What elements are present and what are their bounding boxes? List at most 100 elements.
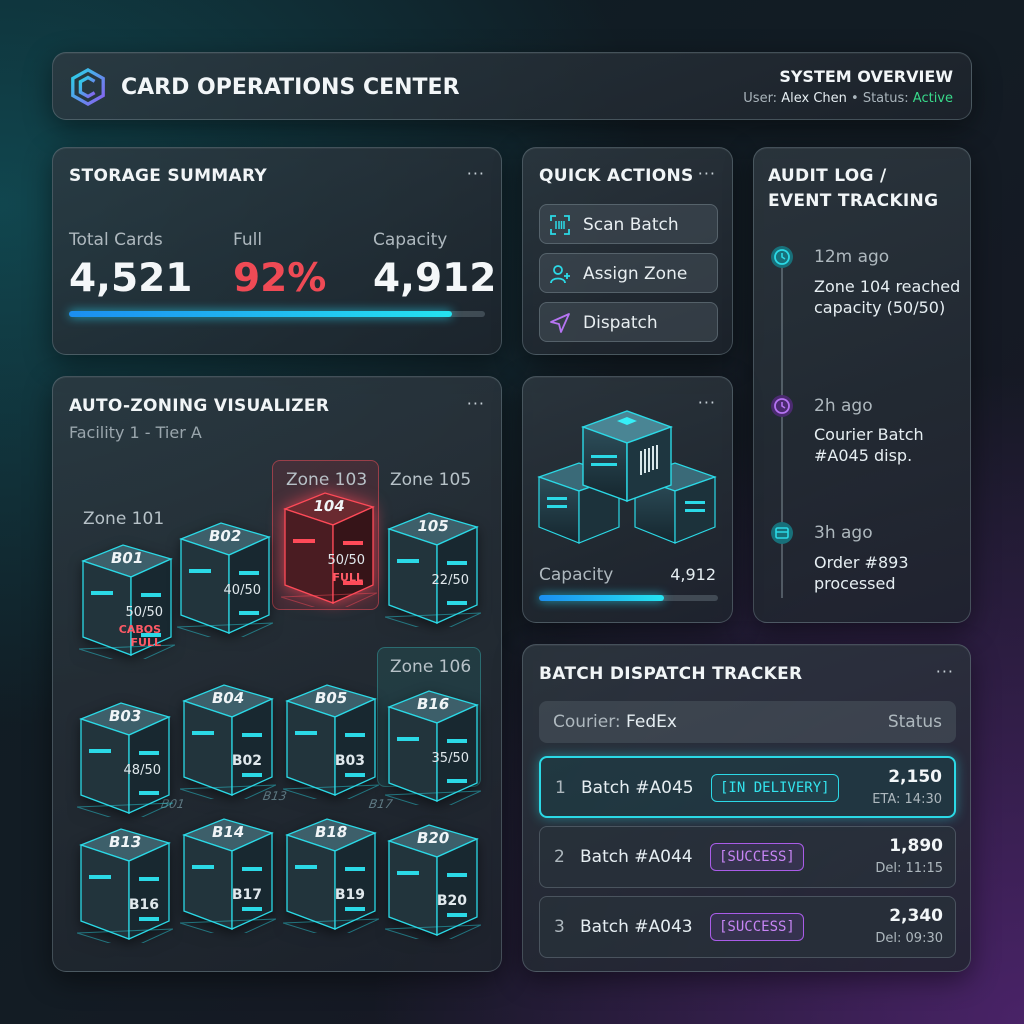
barcode-scan-icon	[550, 215, 570, 235]
capacity-value: 4,912	[373, 256, 497, 301]
event-text: Zone 104 reached capacity (50/50)	[814, 277, 961, 317]
box-code-label: B14	[210, 823, 246, 841]
app-title: CARD OPERATIONS CENTER	[121, 75, 460, 100]
table-row[interactable]: 3 Batch #A043 [SUCCESS] 2,340 Del: 09:30	[539, 896, 956, 958]
event-time: 12m ago	[814, 247, 890, 267]
box-icon	[771, 522, 793, 544]
time-info: Del: 11:15	[875, 861, 943, 876]
card-count: 2,150	[888, 767, 942, 787]
box-sub-label: B02	[231, 753, 262, 769]
box-state-label: FULL	[332, 571, 363, 584]
row-index: 1	[555, 778, 566, 798]
audit-log-title: AUDIT LOG / EVENT TRACKING	[768, 164, 938, 214]
cube-capacity-track	[539, 595, 718, 601]
cube-card-menu-button[interactable]: ···	[697, 393, 716, 412]
box-code-label: B16	[415, 695, 451, 713]
courier-value: FedEx	[626, 712, 677, 732]
storage-summary-panel: STORAGE SUMMARY ··· Total Cards 4,521 Fu…	[52, 147, 502, 355]
box-code-label: B01	[109, 549, 145, 567]
total-cards-label: Total Cards	[69, 230, 163, 250]
time-info: ETA: 14:30	[872, 792, 942, 807]
dispatch-button[interactable]: Dispatch	[539, 302, 718, 342]
status-label: Status:	[862, 91, 909, 106]
user-label: User:	[743, 91, 778, 106]
scan-batch-button[interactable]: Scan Batch	[539, 204, 718, 244]
storage-box[interactable]: B05 B03	[283, 677, 379, 799]
zone-103-label: Zone 103	[286, 470, 368, 490]
storage-box[interactable]: B04 B02	[180, 677, 276, 799]
quick-actions-menu-button[interactable]: ···	[697, 164, 716, 183]
batch-id: Batch #A045	[581, 778, 694, 798]
user-name: Alex Chen	[781, 91, 847, 106]
storage-box[interactable]: B03 48/50	[77, 695, 173, 817]
storage-box[interactable]: B16 35/50	[385, 683, 481, 805]
system-overview-title: SYSTEM OVERVIEW	[779, 67, 953, 86]
send-icon	[550, 313, 570, 333]
audit-title-line2: EVENT TRACKING	[768, 191, 939, 211]
user-status-line: User: Alex Chen • Status: Active	[743, 91, 953, 106]
logo-icon	[71, 68, 105, 106]
box-code-label: B20	[415, 829, 451, 847]
storage-box[interactable]: B20 B20	[385, 817, 481, 939]
status-value: Active	[912, 91, 953, 106]
separator-dot: •	[851, 91, 859, 106]
box-code-label: 104	[311, 497, 347, 515]
event-time: 2h ago	[814, 396, 873, 416]
assign-zone-button[interactable]: Assign Zone	[539, 253, 718, 293]
storage-box[interactable]: B14 B17	[180, 811, 276, 933]
batch-dispatch-panel: BATCH DISPATCH TRACKER ··· Courier: FedE…	[522, 644, 971, 972]
storage-box[interactable]: 104 50/50 FULL	[281, 485, 377, 607]
batch-id: Batch #A044	[580, 847, 693, 867]
storage-summary-title: STORAGE SUMMARY	[69, 166, 268, 186]
box-fill-label: 40/50	[223, 583, 261, 598]
audit-log-panel: AUDIT LOG / EVENT TRACKING 12m ago Zone …	[753, 147, 971, 623]
box-sub-label: B19	[334, 887, 365, 903]
storage-progress-fill	[69, 311, 452, 317]
box-sub-label: B17	[231, 887, 262, 903]
status-badge: [SUCCESS]	[710, 913, 804, 941]
box-state-label: CABOS	[118, 623, 161, 636]
box-sub-label: B20	[436, 893, 467, 909]
zone-105-label: Zone 105	[390, 470, 472, 490]
full-value: 92%	[233, 256, 327, 301]
box-code-label: B03	[107, 707, 143, 725]
box-fill-label: 50/50	[125, 605, 163, 620]
box-code-label: 105	[415, 517, 451, 535]
box-code-label: B04	[210, 689, 246, 707]
assign-zone-label: Assign Zone	[583, 264, 688, 284]
dispatch-menu-button[interactable]: ···	[935, 662, 954, 681]
storage-box[interactable]: B01 50/50 CABOS FULL	[79, 537, 175, 659]
courier-label: Courier:	[553, 712, 621, 732]
box-code-label: B13	[107, 833, 143, 851]
storage-box[interactable]: B02 40/50	[177, 515, 273, 637]
storage-box[interactable]: B13 B16	[77, 821, 173, 943]
event-text: Courier Batch #A045 disp.	[814, 425, 924, 465]
storage-menu-button[interactable]: ···	[466, 164, 485, 183]
box-fill-label: 35/50	[431, 751, 469, 766]
table-row[interactable]: 1 Batch #A045 [IN DELIVERY] 2,150 ETA: 1…	[539, 756, 956, 818]
table-row[interactable]: 2 Batch #A044 [SUCCESS] 1,890 Del: 11:15	[539, 826, 956, 888]
cube-capacity-label: Capacity	[539, 565, 614, 585]
visualizer-title: AUTO-ZONING VISUALIZER	[69, 396, 330, 416]
box-sub-label: B03	[334, 753, 365, 769]
storage-progress-track	[69, 311, 485, 317]
box-code-label: B02	[207, 527, 243, 545]
status-badge: [SUCCESS]	[710, 843, 804, 871]
card-count: 2,340	[889, 906, 943, 926]
total-cards-value: 4,521	[69, 256, 193, 301]
clock-icon	[771, 395, 793, 417]
dispatch-table-header: Courier: FedEx Status	[539, 701, 956, 743]
storage-box[interactable]: B18 B19	[283, 811, 379, 933]
clock-icon	[771, 246, 793, 268]
row-index: 2	[554, 847, 565, 867]
cube-stack-illustration	[537, 410, 717, 544]
timeline-line	[781, 246, 783, 598]
box-fill-label: 22/50	[431, 573, 469, 588]
event-text: Order #893 processed	[814, 553, 909, 593]
visualizer-menu-button[interactable]: ···	[466, 394, 485, 413]
box-sub-label: B16	[128, 897, 159, 913]
batch-id: Batch #A043	[580, 917, 693, 937]
auto-zoning-visualizer-panel: AUTO-ZONING VISUALIZER ··· Facility 1 - …	[52, 376, 502, 972]
storage-box[interactable]: 105 22/50	[385, 505, 481, 627]
card-count: 1,890	[889, 836, 943, 856]
